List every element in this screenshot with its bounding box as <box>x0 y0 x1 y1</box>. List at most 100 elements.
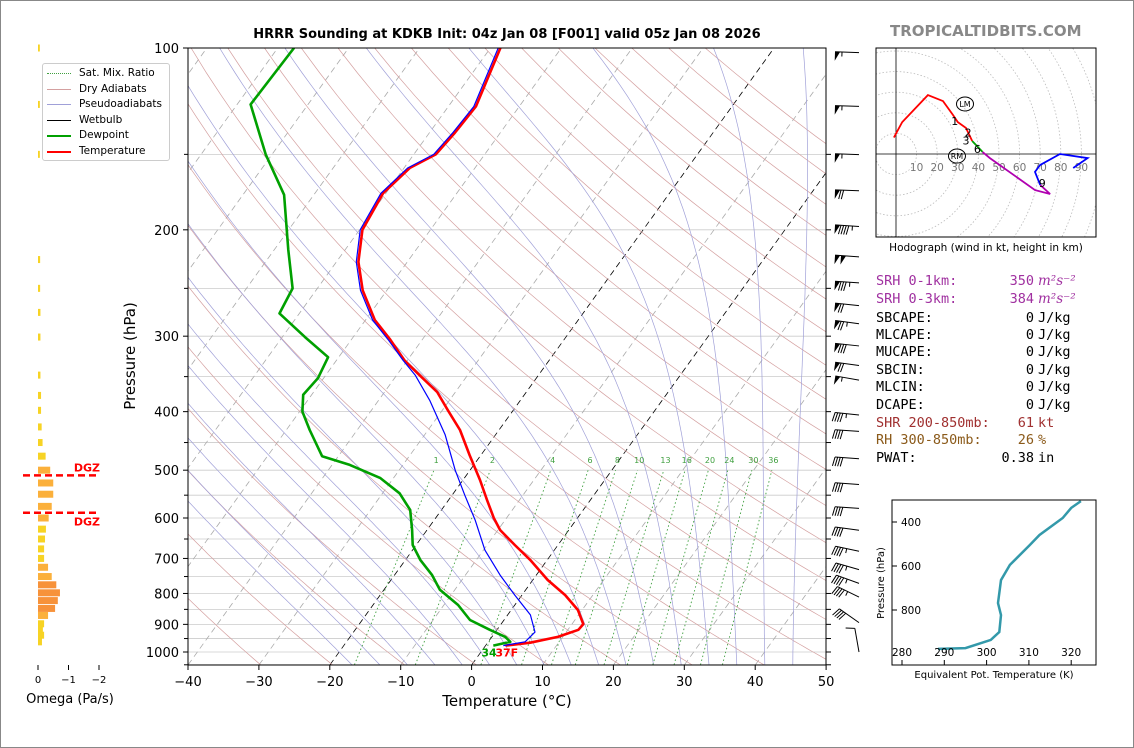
barb-half-flag <box>845 578 848 584</box>
barb-flag <box>836 412 841 422</box>
storm-motion-marker <box>947 148 966 164</box>
y-tick-label: 700 <box>154 552 179 567</box>
x-tick-label: −30 <box>245 675 272 690</box>
barb-pennant <box>834 105 841 115</box>
index-row: MLCAPE: 0 J/kg <box>876 327 1096 344</box>
index-unit: J/kg <box>1038 397 1071 413</box>
barb-flag <box>842 344 847 354</box>
moist-adiabat-line <box>188 469 380 665</box>
barb-flag <box>838 577 845 586</box>
barb-flag <box>835 588 843 597</box>
barb-shaft <box>854 628 860 653</box>
barb-flag <box>832 608 840 616</box>
index-unit: J/kg <box>1038 362 1071 378</box>
legend-label: Wetbulb <box>79 113 123 126</box>
x-tick-label: −40 <box>174 675 201 690</box>
x-tick-label: −10 <box>387 675 414 690</box>
dry-adiabat-line <box>188 533 333 665</box>
theta-e-y-tick-label: 600 <box>901 561 921 573</box>
barb-pennant <box>834 343 841 353</box>
barb-flag <box>838 612 847 620</box>
barb-pennant <box>834 224 841 234</box>
mixing-ratio-label: 30 <box>748 456 758 465</box>
omega-bar <box>38 490 54 498</box>
wind-barb <box>834 224 860 235</box>
hodograph-trace <box>1033 153 1090 186</box>
dry-adiabat-line <box>188 224 693 665</box>
y-tick-label: 500 <box>154 464 179 479</box>
barb-flag <box>834 482 839 492</box>
index-label: SHR 200-850mb: <box>876 415 990 431</box>
isotherm-line <box>188 48 633 665</box>
barb-flag <box>837 321 842 331</box>
theta-e-x-tick-label: 300 <box>977 647 997 659</box>
index-unit: J/kg <box>1038 310 1071 326</box>
barb-shaft <box>835 411 860 416</box>
isotherm-line <box>188 48 279 174</box>
omega-bar <box>38 535 46 543</box>
index-value: 0.38 <box>1001 450 1034 466</box>
barb-shaft <box>837 586 860 598</box>
omega-bar <box>38 423 42 431</box>
index-row: SBCAPE: 0 J/kg <box>876 310 1096 327</box>
hodograph-ring-label: 70 <box>1034 162 1047 174</box>
omega-bar <box>38 502 52 510</box>
wind-barb <box>833 361 860 373</box>
mixing-ratio-line <box>722 470 773 665</box>
omega-bar <box>38 439 43 447</box>
index-value: 350 <box>1009 273 1034 289</box>
wind-barb <box>832 608 860 624</box>
index-unit: in <box>1038 450 1055 466</box>
y-tick-label: 200 <box>154 224 179 239</box>
index-unit: J/kg <box>1038 379 1071 395</box>
moist-adiabat-line <box>592 48 738 665</box>
index-value: 0 <box>1025 327 1034 343</box>
barb-shaft <box>835 482 860 485</box>
hodograph-frame <box>875 47 1097 238</box>
omega-bar <box>38 631 45 639</box>
barb-shaft <box>835 280 860 284</box>
barb-shaft <box>835 506 860 509</box>
wind-barb <box>834 254 860 265</box>
mixing-ratio-line <box>652 470 709 665</box>
barb-pennant <box>834 153 841 163</box>
y-tick-label: 800 <box>154 587 179 602</box>
index-unit: J/kg <box>1038 344 1071 360</box>
omega-tick-label: −2 <box>92 675 107 686</box>
x-tick-label: 40 <box>747 675 764 690</box>
barb-flag <box>837 225 842 235</box>
index-label: SBCIN: <box>876 362 925 378</box>
barb-flag <box>839 527 844 537</box>
index-row: RH 300-850mb: 26% <box>876 432 1096 449</box>
omega-bar <box>38 581 57 589</box>
barb-flag <box>836 547 842 556</box>
barb-flag <box>831 456 836 467</box>
dry-adiabat-line <box>484 48 826 333</box>
hodograph-ring-label: 80 <box>1054 162 1067 174</box>
barb-pennant <box>840 255 847 265</box>
omega-bar <box>38 333 41 341</box>
hodograph-ring-label: 90 <box>1075 162 1088 174</box>
mixing-ratio-line <box>673 470 729 665</box>
barb-flag <box>839 483 844 493</box>
barb-flag <box>840 344 845 354</box>
dry-adiabat-line <box>188 407 477 665</box>
barb-half-flag <box>845 548 848 554</box>
barb-pennant <box>834 255 841 265</box>
barb-pennant <box>834 281 841 291</box>
moist-adiabat-line <box>284 48 654 665</box>
hodograph-ring-label: 20 <box>931 162 944 174</box>
mixing-ratio-label: 13 <box>660 456 670 465</box>
theta-e-x-tick-label: 320 <box>1061 647 1081 659</box>
omega-bar <box>38 525 46 533</box>
hodograph-trace <box>981 151 1051 195</box>
moist-adiabat-line <box>188 500 353 665</box>
barb-shaft <box>835 562 860 571</box>
moist-adiabat-line <box>188 276 518 665</box>
barb-flag <box>834 412 839 422</box>
dry-adiabat-line <box>411 48 826 400</box>
x-tick-label: 10 <box>534 675 551 690</box>
barb-flag <box>840 190 845 200</box>
wind-barb <box>834 342 860 354</box>
theta-e-y-label: Pressure (hPa) <box>876 547 887 619</box>
